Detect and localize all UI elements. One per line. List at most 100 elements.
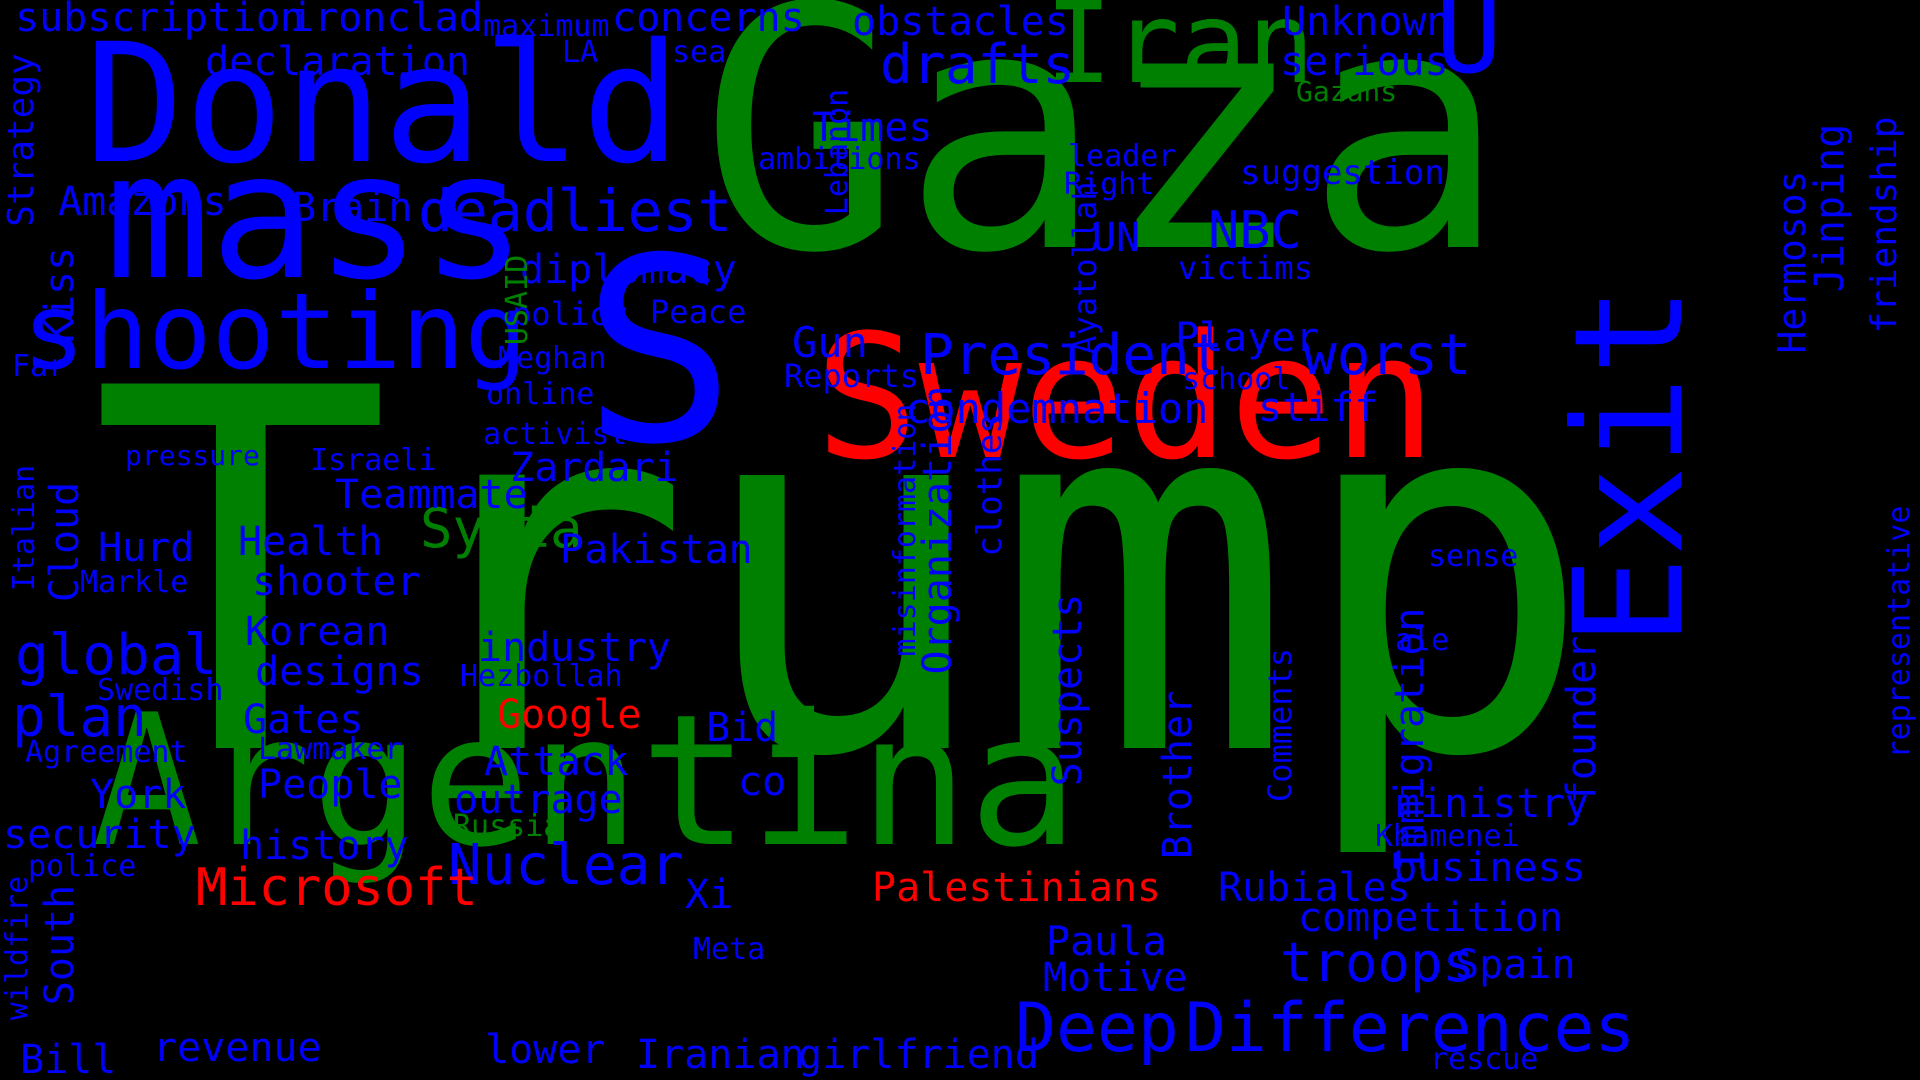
word-police: police [28,849,137,884]
word-usaid: USAID [500,254,535,346]
word-maximum: maximum [483,9,610,44]
word-ale: ale [1395,623,1450,658]
word-outrage: outrage [454,777,623,823]
word-khamenei: Khamenei [1375,819,1520,854]
word-reports: Reports [784,357,919,395]
word-suspects: Suspects [1045,593,1091,787]
word-online: online [486,377,595,412]
word-founder: founder [1559,635,1605,805]
word-global: global [15,623,218,688]
word-girlfriend: girlfriend [798,1032,1039,1078]
word-hermosos: Hermosos [1770,170,1814,354]
word-unknown: Unknown [1282,0,1451,45]
word-lower: lower [485,1027,606,1073]
word-obstacles: obstacles [852,0,1069,45]
word-gaza: Gaza [700,0,1507,327]
word-strategy: Strategy [1,53,42,227]
word-motive: Motive [1043,955,1188,1001]
word-plan: plan [12,685,147,750]
word-meta: Meta [693,932,766,967]
word-victims: victims [1178,249,1313,287]
word-bill: Bill [20,1037,117,1080]
word-representative: representative [1882,505,1917,759]
word-stiff: stiff [1258,385,1379,431]
word-iran: Iran [1045,0,1315,109]
word-xi: Xi [685,872,734,918]
word-spain: Spain [1455,942,1576,988]
word-policy: policy [512,295,628,333]
word-concerns: concerns [612,0,805,41]
word-paula: Paula [1046,919,1167,965]
word-times: Times [812,105,933,151]
word-health: Health [238,519,383,565]
word-nuclear: Nuclear [448,833,685,898]
word-right: Right [1064,167,1155,202]
word-differences: Differences [1185,989,1636,1068]
word-israeli: Israeli [310,443,437,478]
word-nbc: NBC [1208,201,1302,261]
word-ayatollah: Ayatollah [1066,181,1104,355]
word-attack: Attack [484,739,629,785]
word-immigration: Immigration [1387,607,1433,873]
word-subscription: subscription [15,0,304,41]
word-swedish: Swedish [97,673,224,708]
word-exit: Exit [1543,285,1717,647]
word-kiss: Kiss [37,246,83,344]
word-korean: Korean [245,609,390,655]
word-google: Google [497,692,642,738]
word-gates: Gates [243,697,364,743]
word-york: York [90,772,187,818]
word-bid: Bid [706,705,779,751]
word-co: co [738,759,787,805]
word-syria: Syria [420,497,583,560]
word-wildfire: wildfire [0,875,35,1021]
word-shooting: shooting [22,271,528,393]
word-worst: worst [1303,323,1472,388]
word-s: S [582,204,736,501]
word-pressure: pressure [125,439,260,472]
word-teammate: Teammate [335,472,528,518]
word-peace: Peace [650,293,747,331]
word-meghan: Meghan [498,341,607,376]
word-iranian: Iranian [636,1032,805,1078]
word-industry: industry [478,625,671,671]
word-markle: Markle [80,565,189,600]
word-revenue: revenue [153,1025,322,1071]
word-palestinians: Palestinians [872,865,1161,911]
word-shooter: shooter [252,559,421,605]
word-leader: leader [1068,139,1177,174]
word-security: security [3,812,196,858]
word-south: South [37,884,83,1006]
word-brain: Brain [292,185,413,231]
word-declaration: declaration [205,39,470,85]
word-jinping: Jinping [1807,123,1853,293]
word-people: People [258,762,403,808]
word-la: LA [562,35,599,70]
word-pakistan: Pakistan [560,527,753,573]
word-deadliest: deadliest [418,177,733,245]
word-business: business [1393,845,1586,891]
word-lawmaker: Lawmaker [258,732,403,767]
word-u: U [1435,0,1503,99]
word-sense: sense [1428,539,1519,574]
word-trump: Trump [90,284,1596,866]
word-ironclad: ironclad [290,0,483,41]
word-designs: designs [255,649,424,695]
word-donald: Donald [85,8,682,200]
word-gun: Gun [792,318,868,367]
word-player: Player [1175,315,1320,361]
word-ambitions: ambitions [758,142,921,177]
word-ministry: ministry [1396,781,1589,827]
word-troops: troops [1280,931,1476,994]
word-amazons: Amazons [58,179,227,225]
word-sea: sea [672,35,727,70]
word-condemnation: condemnation [905,384,1209,433]
word-school: school [1182,362,1291,397]
word-deep: Deep [1015,989,1179,1068]
word-comments: Comments [1261,647,1299,803]
word-brother: Brother [1155,690,1201,860]
word-lebanon: Lebanon [820,88,855,216]
word-diplomacy: diplomacy [520,247,737,293]
word-organization: Organization [915,385,961,675]
